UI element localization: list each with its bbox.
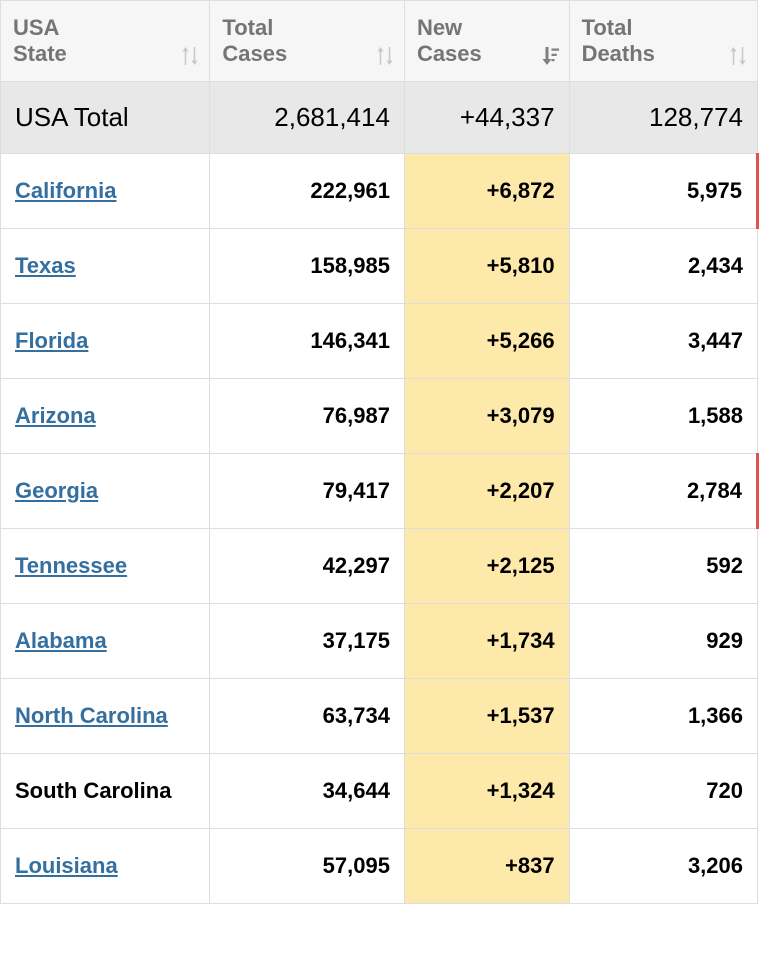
table-row: Georgia 79,417+2,2072,784 — [1, 454, 758, 529]
header-total-cases-line2: Cases — [222, 41, 287, 66]
table-row: Texas 158,985+5,8102,434 — [1, 229, 758, 304]
sort-desc-icon — [541, 45, 559, 67]
state-link[interactable]: North Carolina — [15, 703, 168, 728]
header-state-line1: USA — [13, 15, 59, 40]
total-deaths-cell: 1,366 — [569, 679, 757, 754]
sort-icon — [181, 45, 199, 67]
state-link[interactable]: Alabama — [15, 628, 107, 653]
header-total-deaths-line1: Total — [582, 15, 633, 40]
state-name-cell: Texas — [1, 229, 210, 304]
new-cases-cell: +1,734 — [404, 604, 569, 679]
new-cases-cell: +1,324 — [404, 754, 569, 829]
new-cases-cell: +2,125 — [404, 529, 569, 604]
new-cases-cell: +5,266 — [404, 304, 569, 379]
total-deaths-cell: 3,447 — [569, 304, 757, 379]
state-link[interactable]: Arizona — [15, 403, 96, 428]
total-deaths-cell: 2,434 — [569, 229, 757, 304]
total-cases-cell: 79,417 — [210, 454, 405, 529]
header-new-cases[interactable]: New Cases — [404, 1, 569, 82]
usa-total-row: USA Total 2,681,414 +44,337 128,774 — [1, 82, 758, 154]
header-total-cases-line1: Total — [222, 15, 273, 40]
state-link[interactable]: Georgia — [15, 478, 98, 503]
new-cases-cell: +1,537 — [404, 679, 569, 754]
usa-total-new-cases: +44,337 — [404, 82, 569, 154]
total-cases-cell: 222,961 — [210, 154, 405, 229]
usa-total-label: USA Total — [1, 82, 210, 154]
state-name-cell: Arizona — [1, 379, 210, 454]
sort-icon — [376, 45, 394, 67]
table-row: Tennessee 42,297+2,125592 — [1, 529, 758, 604]
state-link[interactable]: Florida — [15, 328, 88, 353]
state-name-cell: South Carolina — [1, 754, 210, 829]
total-deaths-cell: 720 — [569, 754, 757, 829]
usa-total-deaths: 128,774 — [569, 82, 757, 154]
table-row: Arizona 76,987+3,0791,588 — [1, 379, 758, 454]
state-name-cell: Florida — [1, 304, 210, 379]
new-cases-cell: +3,079 — [404, 379, 569, 454]
total-cases-cell: 42,297 — [210, 529, 405, 604]
total-deaths-cell: 5,975 — [569, 154, 757, 229]
total-deaths-cell: 929 — [569, 604, 757, 679]
header-state[interactable]: USA State — [1, 1, 210, 82]
total-cases-cell: 37,175 — [210, 604, 405, 679]
state-link[interactable]: Texas — [15, 253, 76, 278]
table-row: Alabama 37,175+1,734929 — [1, 604, 758, 679]
state-name-cell: California — [1, 154, 210, 229]
new-cases-cell: +2,207 — [404, 454, 569, 529]
header-row: USA State Total Cases — [1, 1, 758, 82]
state-text: South Carolina — [15, 778, 171, 803]
total-cases-cell: 34,644 — [210, 754, 405, 829]
usa-total-cases: 2,681,414 — [210, 82, 405, 154]
new-cases-cell: +5,810 — [404, 229, 569, 304]
state-name-cell: Alabama — [1, 604, 210, 679]
state-link[interactable]: Tennessee — [15, 553, 127, 578]
total-cases-cell: 76,987 — [210, 379, 405, 454]
total-cases-cell: 63,734 — [210, 679, 405, 754]
covid-state-table: USA State Total Cases — [0, 0, 759, 904]
table-row: South Carolina 34,644+1,324720 — [1, 754, 758, 829]
new-cases-cell: +6,872 — [404, 154, 569, 229]
state-link[interactable]: Louisiana — [15, 853, 118, 878]
state-name-cell: North Carolina — [1, 679, 210, 754]
total-deaths-cell: 592 — [569, 529, 757, 604]
total-deaths-cell: 2,784 — [569, 454, 757, 529]
total-cases-cell: 158,985 — [210, 229, 405, 304]
header-new-cases-line1: New — [417, 15, 462, 40]
table-row: Louisiana 57,095+8373,206 — [1, 829, 758, 904]
state-name-cell: Tennessee — [1, 529, 210, 604]
header-new-cases-line2: Cases — [417, 41, 482, 66]
state-link[interactable]: California — [15, 178, 116, 203]
new-cases-cell: +837 — [404, 829, 569, 904]
total-cases-cell: 57,095 — [210, 829, 405, 904]
header-total-deaths-line2: Deaths — [582, 41, 655, 66]
total-cases-cell: 146,341 — [210, 304, 405, 379]
header-total-cases[interactable]: Total Cases — [210, 1, 405, 82]
sort-icon — [729, 45, 747, 67]
table-row: Florida 146,341+5,2663,447 — [1, 304, 758, 379]
table-row: North Carolina 63,734+1,5371,366 — [1, 679, 758, 754]
table-body: USA Total 2,681,414 +44,337 128,774 Cali… — [1, 82, 758, 904]
header-state-line2: State — [13, 41, 67, 66]
state-name-cell: Louisiana — [1, 829, 210, 904]
table-row: California 222,961+6,8725,975 — [1, 154, 758, 229]
header-total-deaths[interactable]: Total Deaths — [569, 1, 757, 82]
total-deaths-cell: 3,206 — [569, 829, 757, 904]
state-name-cell: Georgia — [1, 454, 210, 529]
total-deaths-cell: 1,588 — [569, 379, 757, 454]
